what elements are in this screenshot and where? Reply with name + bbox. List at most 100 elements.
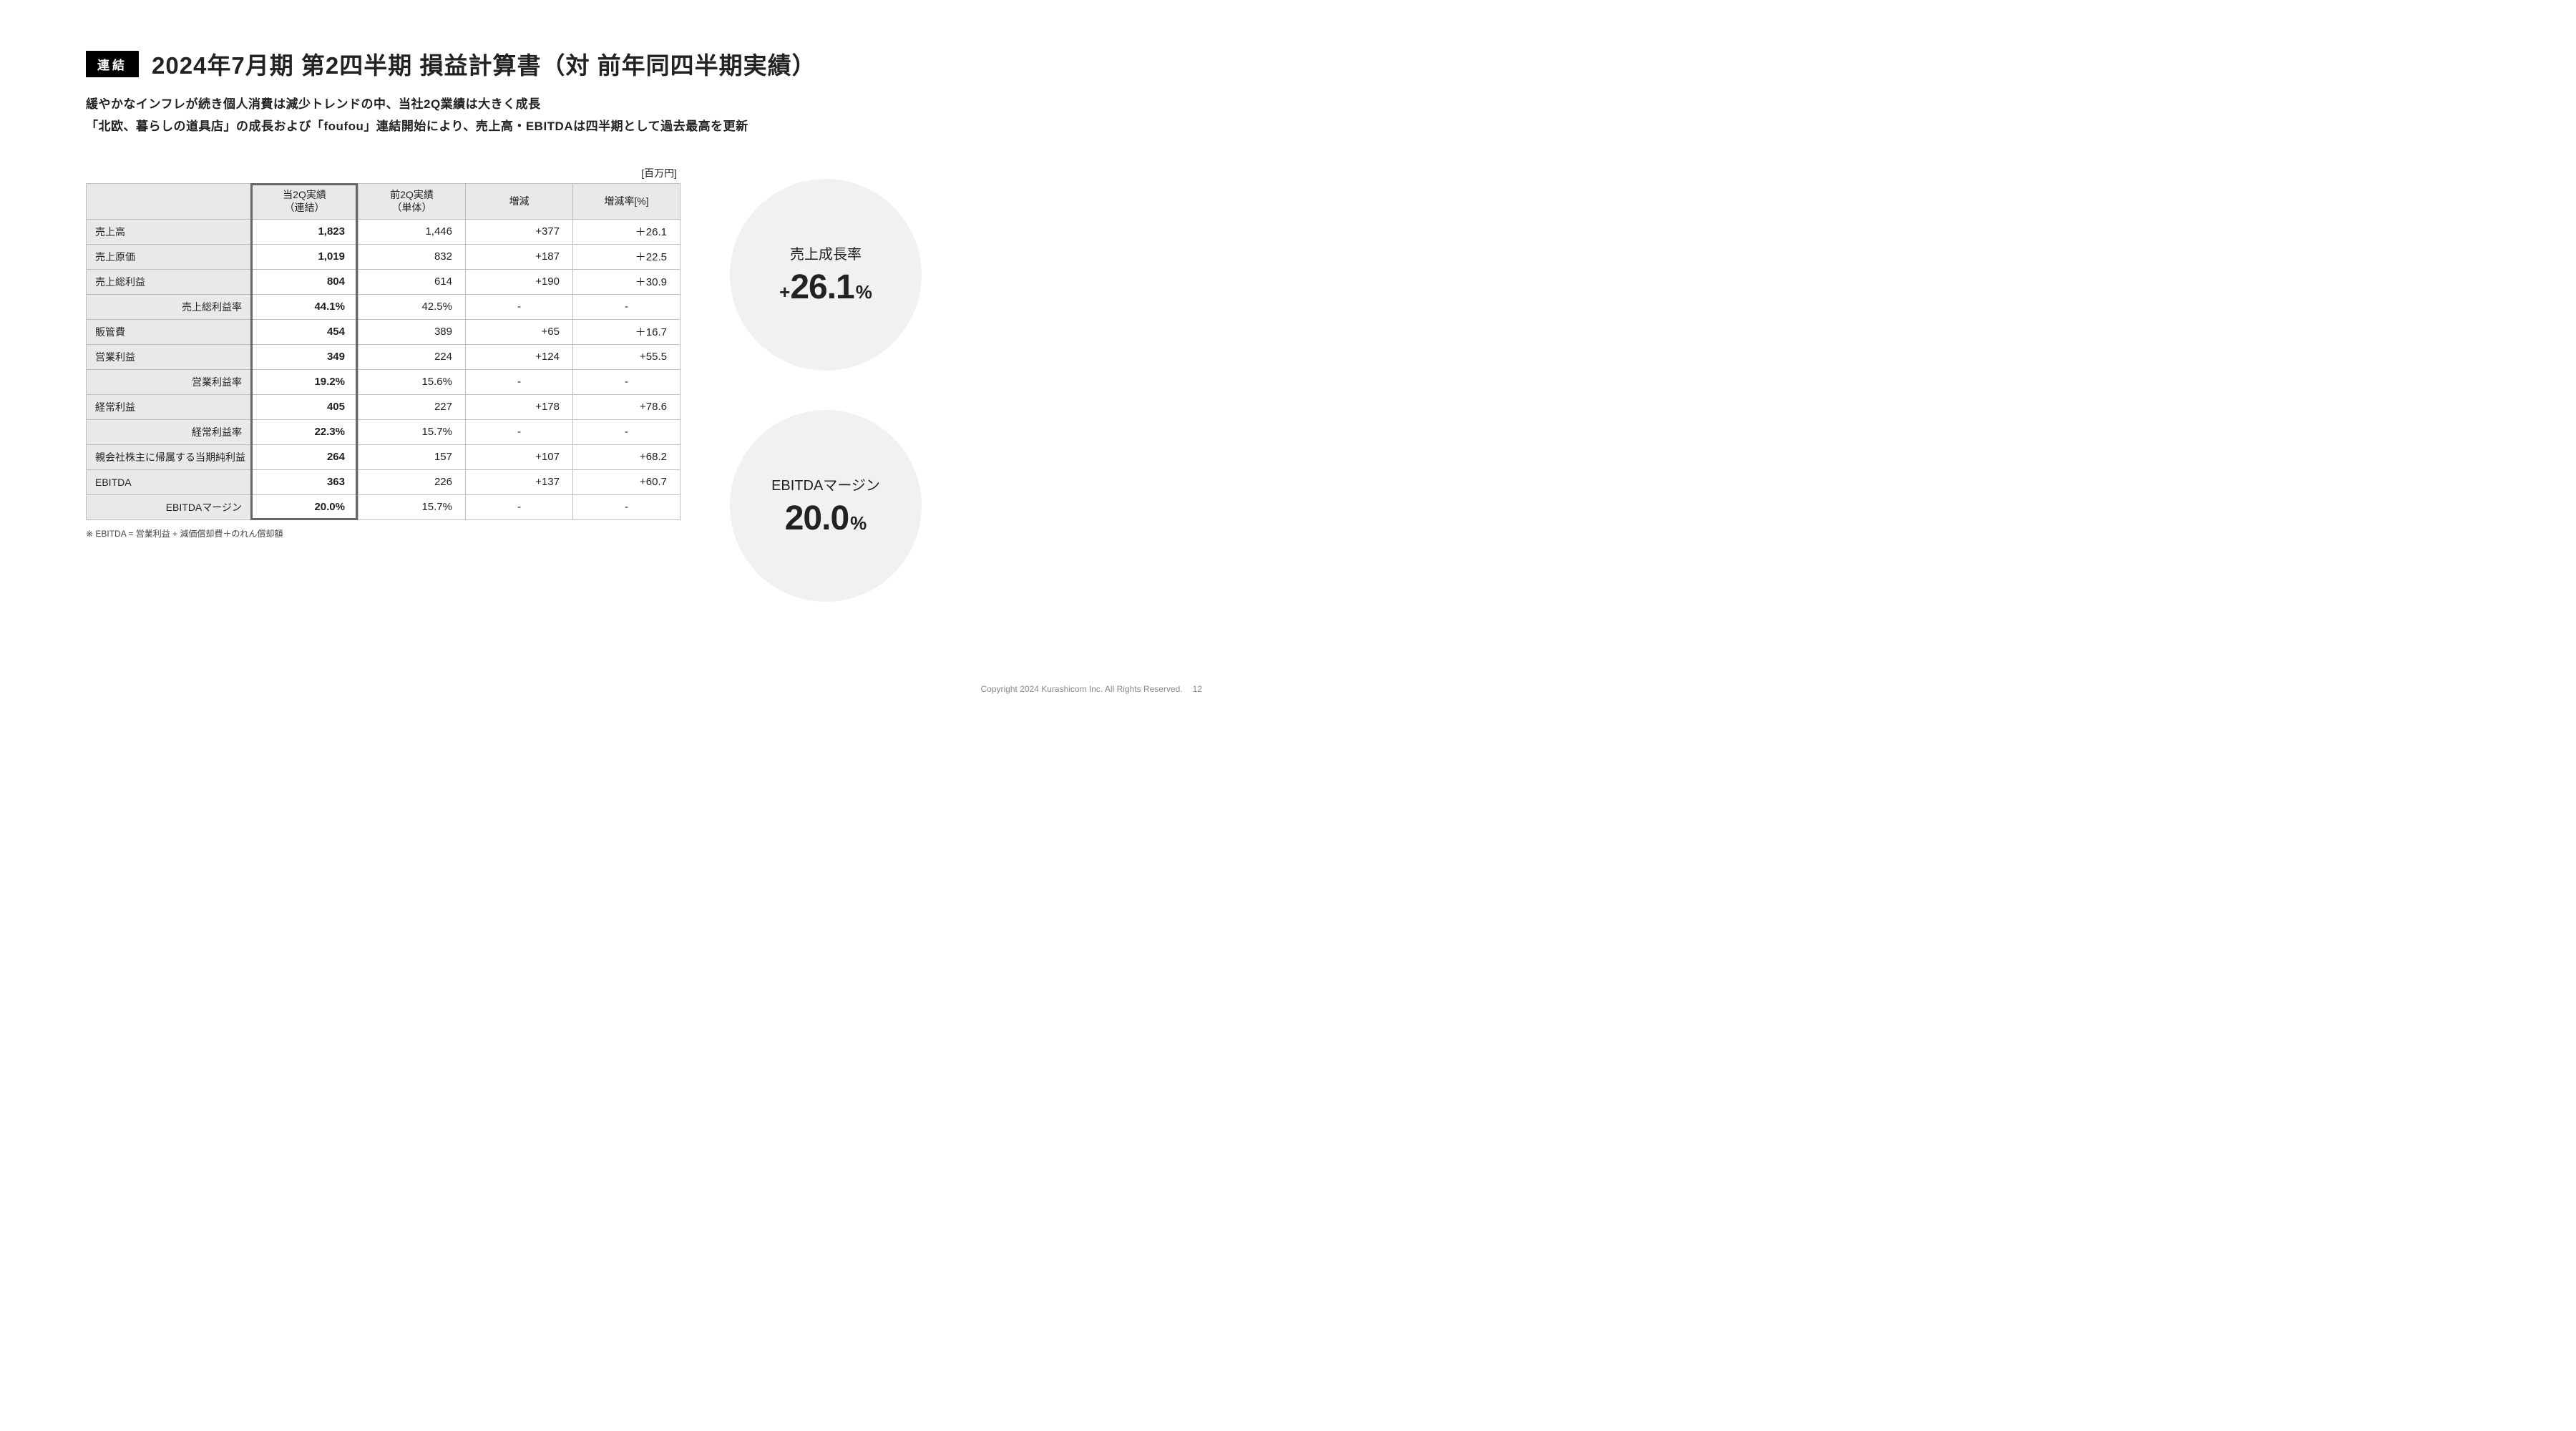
cell-current: 454 bbox=[251, 319, 358, 344]
cell-prev: 389 bbox=[358, 319, 466, 344]
kpi-label: 売上成長率 bbox=[790, 243, 862, 263]
col-header-diffrate: 増減率[%] bbox=[573, 184, 680, 219]
pl-table: 当2Q実績（連結） 前2Q実績（単体） 増減 増減率[%] 売上高1,8231,… bbox=[86, 183, 680, 519]
cell-diff: - bbox=[466, 419, 573, 444]
cell-diffrate: ＋16.7 bbox=[573, 319, 680, 344]
cell-prev: 1,446 bbox=[358, 219, 466, 244]
kpi-number: 20.0 bbox=[785, 499, 849, 538]
cell-diffrate: - bbox=[573, 369, 680, 394]
col-header-prev: 前2Q実績（単体） bbox=[358, 184, 466, 219]
kpi-number: 26.1 bbox=[790, 268, 854, 307]
cell-current: 1,019 bbox=[251, 244, 358, 269]
footer: Copyright 2024 Kurashicom Inc. All Right… bbox=[981, 684, 1203, 694]
cell-prev: 227 bbox=[358, 394, 466, 419]
content-area: [百万円] 当2Q実績（連結） 前2Q実績（単体） 増減 増減率[%] 売上高1… bbox=[86, 166, 1202, 602]
cell-prev: 226 bbox=[358, 469, 466, 494]
row-label: 経常利益率 bbox=[87, 419, 251, 444]
row-label: 売上高 bbox=[87, 219, 251, 244]
cell-diff: +65 bbox=[466, 319, 573, 344]
table-header-row: 当2Q実績（連結） 前2Q実績（単体） 増減 増減率[%] bbox=[87, 184, 680, 219]
cell-diffrate: - bbox=[573, 494, 680, 519]
row-label: 売上原価 bbox=[87, 244, 251, 269]
table-row: 経常利益率22.3%15.7%-- bbox=[87, 419, 680, 444]
col-header-diff: 増減 bbox=[466, 184, 573, 219]
table-block: [百万円] 当2Q実績（連結） 前2Q実績（単体） 増減 増減率[%] 売上高1… bbox=[86, 166, 680, 539]
cell-diff: +178 bbox=[466, 394, 573, 419]
cell-diff: +377 bbox=[466, 219, 573, 244]
table-wrap: 当2Q実績（連結） 前2Q実績（単体） 増減 増減率[%] 売上高1,8231,… bbox=[86, 183, 680, 519]
cell-prev: 42.5% bbox=[358, 294, 466, 319]
kpi-circles: 売上成長率+26.1%EBITDAマージン20.0% bbox=[730, 179, 922, 602]
row-label: EBITDAマージン bbox=[87, 494, 251, 519]
header-row: 連結 2024年7月期 第2四半期 損益計算書（対 前年同四半期実績） bbox=[86, 47, 1202, 81]
kpi-circle: 売上成長率+26.1% bbox=[730, 179, 922, 371]
row-label: 営業利益 bbox=[87, 344, 251, 369]
cell-diffrate: ＋22.5 bbox=[573, 244, 680, 269]
table-row: 親会社株主に帰属する当期純利益264157+107+68.2 bbox=[87, 444, 680, 469]
cell-diffrate: +68.2 bbox=[573, 444, 680, 469]
cell-diffrate: ＋26.1 bbox=[573, 219, 680, 244]
kpi-prefix: + bbox=[779, 281, 790, 303]
cell-diff: - bbox=[466, 294, 573, 319]
cell-diff: - bbox=[466, 369, 573, 394]
row-label: 販管費 bbox=[87, 319, 251, 344]
cell-current: 19.2% bbox=[251, 369, 358, 394]
table-row: 経常利益405227+178+78.6 bbox=[87, 394, 680, 419]
cell-current: 804 bbox=[251, 269, 358, 294]
cell-current: 44.1% bbox=[251, 294, 358, 319]
col-header-label bbox=[87, 184, 251, 219]
cell-diff: +107 bbox=[466, 444, 573, 469]
row-label: EBITDA bbox=[87, 469, 251, 494]
kpi-label: EBITDAマージン bbox=[771, 474, 880, 494]
cell-diffrate: +60.7 bbox=[573, 469, 680, 494]
table-row: EBITDA363226+137+60.7 bbox=[87, 469, 680, 494]
table-row: 売上総利益率44.1%42.5%-- bbox=[87, 294, 680, 319]
cell-current: 22.3% bbox=[251, 419, 358, 444]
cell-diffrate: ＋30.9 bbox=[573, 269, 680, 294]
cell-diff: +187 bbox=[466, 244, 573, 269]
table-row: EBITDAマージン20.0%15.7%-- bbox=[87, 494, 680, 519]
footnote: ※ EBITDA = 営業利益 + 減価償却費＋のれん償却額 bbox=[86, 527, 680, 539]
row-label: 経常利益 bbox=[87, 394, 251, 419]
cell-current: 264 bbox=[251, 444, 358, 469]
table-row: 営業利益349224+124+55.5 bbox=[87, 344, 680, 369]
cell-current: 1,823 bbox=[251, 219, 358, 244]
cell-current: 405 bbox=[251, 394, 358, 419]
cell-prev: 157 bbox=[358, 444, 466, 469]
kpi-circle: EBITDAマージン 20.0% bbox=[730, 410, 922, 602]
kpi-value: 20.0% bbox=[785, 499, 867, 538]
cell-diffrate: - bbox=[573, 294, 680, 319]
cell-prev: 15.6% bbox=[358, 369, 466, 394]
page-number: 12 bbox=[1193, 684, 1202, 694]
cell-prev: 832 bbox=[358, 244, 466, 269]
table-row: 売上原価1,019832+187＋22.5 bbox=[87, 244, 680, 269]
unit-label: [百万円] bbox=[86, 166, 680, 180]
table-row: 営業利益率19.2%15.6%-- bbox=[87, 369, 680, 394]
page-title: 2024年7月期 第2四半期 損益計算書（対 前年同四半期実績） bbox=[152, 47, 816, 81]
subtitle-line1: 緩やかなインフレが続き個人消費は減少トレンドの中、当社2Q業績は大きく成長 bbox=[86, 94, 1202, 116]
cell-prev: 15.7% bbox=[358, 419, 466, 444]
table-row: 販管費454389+65＋16.7 bbox=[87, 319, 680, 344]
cell-current: 20.0% bbox=[251, 494, 358, 519]
cell-diff: +190 bbox=[466, 269, 573, 294]
cell-prev: 224 bbox=[358, 344, 466, 369]
kpi-value: +26.1% bbox=[779, 268, 872, 307]
section-badge: 連結 bbox=[86, 51, 139, 77]
cell-current: 349 bbox=[251, 344, 358, 369]
cell-diffrate: +78.6 bbox=[573, 394, 680, 419]
table-row: 売上高1,8231,446+377＋26.1 bbox=[87, 219, 680, 244]
subtitle-line2: 「北欧、暮らしの道具店」の成長および「foufou」連結開始により、売上高・EB… bbox=[86, 116, 1202, 138]
row-label: 親会社株主に帰属する当期純利益 bbox=[87, 444, 251, 469]
cell-diff: - bbox=[466, 494, 573, 519]
table-body: 売上高1,8231,446+377＋26.1売上原価1,019832+187＋2… bbox=[87, 219, 680, 519]
table-row: 売上総利益804614+190＋30.9 bbox=[87, 269, 680, 294]
row-label: 営業利益率 bbox=[87, 369, 251, 394]
cell-diff: +137 bbox=[466, 469, 573, 494]
subtitle: 緩やかなインフレが続き個人消費は減少トレンドの中、当社2Q業績は大きく成長 「北… bbox=[86, 94, 1202, 137]
cell-diffrate: +55.5 bbox=[573, 344, 680, 369]
cell-prev: 614 bbox=[358, 269, 466, 294]
kpi-unit: % bbox=[856, 281, 872, 303]
cell-diff: +124 bbox=[466, 344, 573, 369]
row-label: 売上総利益率 bbox=[87, 294, 251, 319]
row-label: 売上総利益 bbox=[87, 269, 251, 294]
